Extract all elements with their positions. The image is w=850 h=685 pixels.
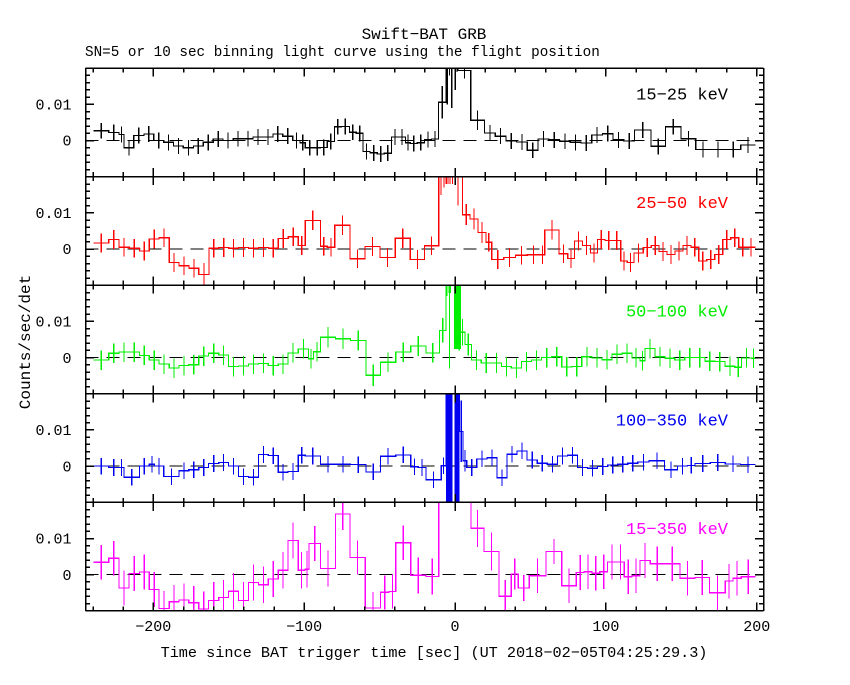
svg-text:0: 0 bbox=[62, 351, 71, 368]
svg-text:25−50 keV: 25−50 keV bbox=[636, 195, 729, 214]
svg-text:100−350 keV: 100−350 keV bbox=[616, 412, 729, 431]
svg-text:−200: −200 bbox=[135, 619, 171, 636]
svg-text:0.01: 0.01 bbox=[35, 98, 71, 115]
svg-text:15−25 keV: 15−25 keV bbox=[636, 87, 729, 106]
svg-text:0: 0 bbox=[62, 568, 71, 585]
svg-text:15−350 keV: 15−350 keV bbox=[626, 521, 729, 540]
svg-text:SN=5 or 10 sec binning light c: SN=5 or 10 sec binning light curve using… bbox=[85, 45, 600, 61]
svg-text:Swift−BAT GRB: Swift−BAT GRB bbox=[362, 26, 487, 44]
svg-text:0: 0 bbox=[62, 242, 71, 259]
svg-text:0.01: 0.01 bbox=[35, 315, 71, 332]
svg-text:0.01: 0.01 bbox=[35, 532, 71, 549]
svg-text:Time since BAT trigger time [s: Time since BAT trigger time [sec] (UT 20… bbox=[161, 644, 708, 662]
svg-text:200: 200 bbox=[743, 619, 770, 636]
svg-text:0: 0 bbox=[62, 134, 71, 151]
svg-text:−100: −100 bbox=[286, 619, 322, 636]
svg-text:0.01: 0.01 bbox=[35, 206, 71, 223]
svg-text:Counts/sec/det: Counts/sec/det bbox=[17, 275, 35, 409]
svg-text:0.01: 0.01 bbox=[35, 423, 71, 440]
svg-text:100: 100 bbox=[592, 619, 619, 636]
svg-text:0: 0 bbox=[62, 459, 71, 476]
svg-text:0: 0 bbox=[450, 619, 459, 636]
svg-text:50−100 keV: 50−100 keV bbox=[626, 304, 729, 323]
